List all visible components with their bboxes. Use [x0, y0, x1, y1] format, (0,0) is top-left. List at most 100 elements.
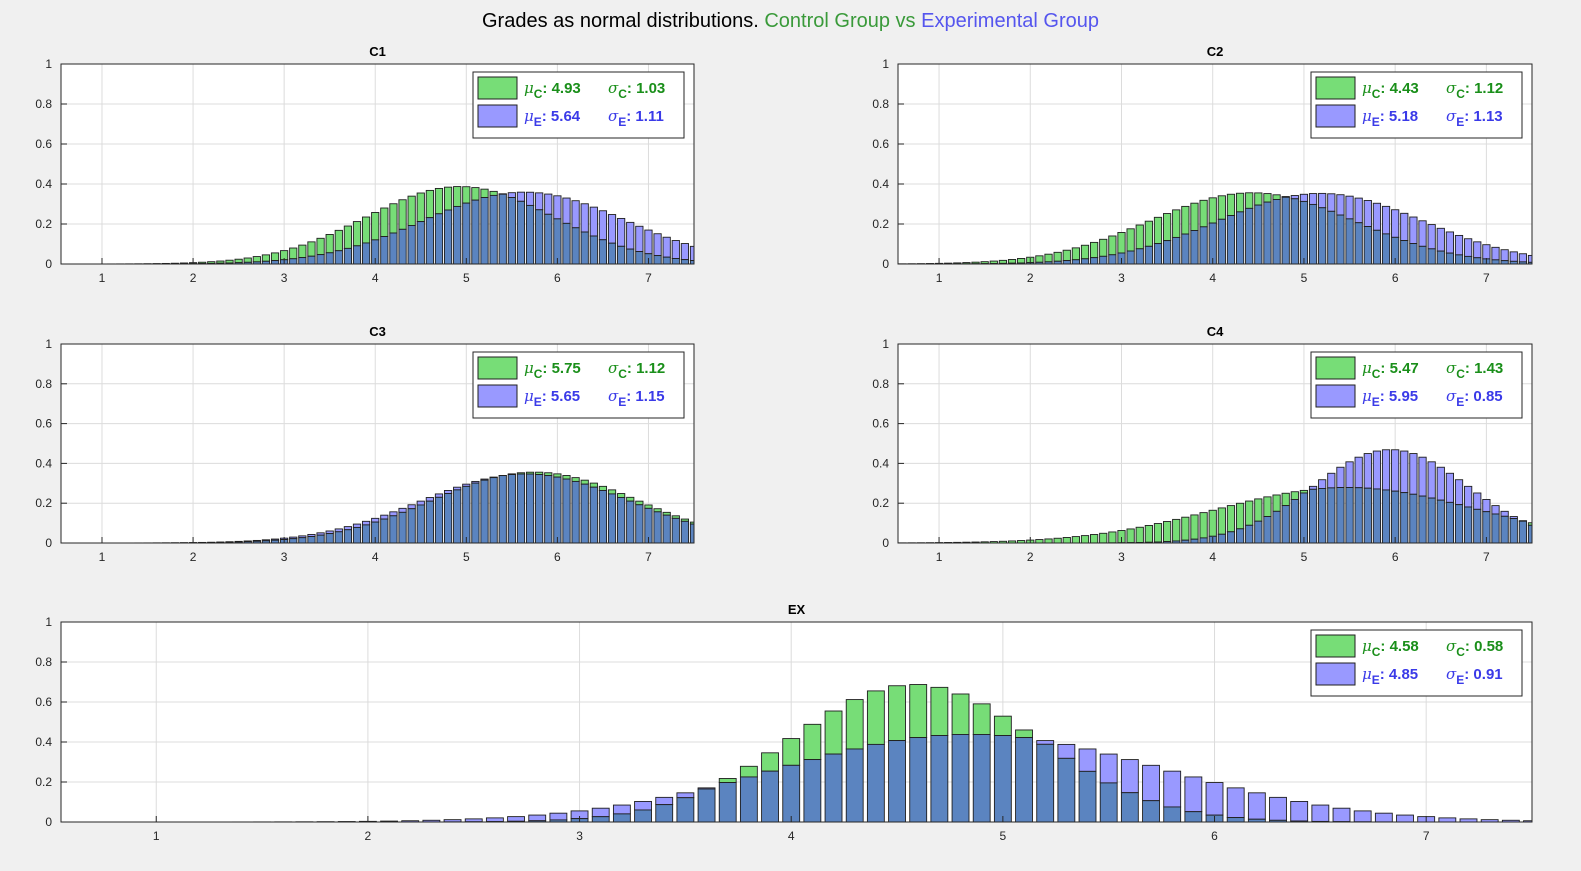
experimental-bar: [1509, 251, 1518, 262]
experimental-bar: [1427, 461, 1436, 499]
control-bar: [1217, 507, 1226, 535]
experimental-bar: [644, 229, 653, 255]
overlap-bar: [1199, 226, 1208, 265]
overlap-bar: [1391, 490, 1400, 544]
figure-title-prefix: Grades as normal distributions.: [482, 10, 759, 32]
overlap-bar: [535, 474, 544, 544]
experimental-bar: [443, 490, 453, 494]
control-bar: [635, 500, 644, 506]
y-tick-label: 0.6: [35, 695, 52, 709]
legend: μC: 5.47 σC: 1.43 μE: 5.95 σE: 0.85: [1310, 351, 1523, 419]
bars: [62, 684, 1533, 823]
overlap-bar: [951, 734, 970, 823]
overlap-bar: [1473, 508, 1482, 544]
control-bar: [580, 479, 589, 485]
y-tick-label: 0.4: [872, 456, 889, 470]
experimental-bar: [1078, 748, 1097, 772]
bars: [61, 471, 695, 544]
overlap-bar: [416, 221, 425, 265]
overlap-bar: [1126, 250, 1135, 265]
x-tick-label: 3: [281, 271, 288, 285]
overlap-bar: [909, 737, 928, 823]
control-bar: [462, 186, 471, 204]
experimental-bar: [516, 191, 526, 202]
legend-swatch-control: [1315, 76, 1356, 100]
overlap-bar: [617, 497, 626, 544]
overlap-bar: [571, 227, 580, 265]
control-bar: [1181, 205, 1190, 235]
overlap-bar: [1363, 226, 1372, 265]
control-bar: [380, 207, 389, 237]
overlap-bar: [845, 748, 864, 823]
control-bar: [1080, 535, 1090, 544]
x-tick-label: 7: [1423, 829, 1430, 843]
x-tick-label: 4: [1209, 550, 1216, 564]
experimental-bar: [680, 243, 689, 261]
control-bar: [617, 493, 626, 498]
y-tick-label: 1: [882, 337, 889, 351]
overlap-bar: [662, 514, 671, 544]
overlap-bar: [307, 536, 316, 544]
experimental-bar: [1374, 812, 1393, 823]
overlap-bar: [1142, 800, 1160, 823]
control-bar: [1144, 220, 1153, 247]
bars: [898, 449, 1533, 544]
axes-box: [60, 343, 695, 544]
overlap-bar: [1135, 248, 1144, 265]
control-bar: [1281, 492, 1290, 507]
legend-mu-control: μC: 5.75: [524, 359, 581, 381]
overlap-bar: [1345, 487, 1354, 544]
control-bar: [1071, 247, 1080, 261]
experimental-bar: [1381, 205, 1391, 235]
overlap-bar: [739, 776, 758, 823]
control-bar: [1163, 521, 1172, 542]
legend-mu-experimental: μE: 5.64: [524, 107, 581, 129]
overlap-bar: [1080, 258, 1090, 265]
y-tick-label: 0.6: [35, 137, 52, 151]
x-tick-label: 4: [1209, 271, 1216, 285]
experimental-bar: [626, 221, 635, 250]
figure-title-control: Control Group: [764, 10, 890, 32]
overlap-bar: [671, 517, 680, 544]
x-tick-label: 5: [1301, 271, 1308, 285]
y-tick-label: 0: [45, 257, 52, 271]
y-tick-label: 1: [45, 337, 52, 351]
overlap-bar: [325, 533, 334, 544]
x-tick-label: 2: [365, 829, 372, 843]
overlap-bar: [352, 526, 362, 544]
overlap-bar: [782, 764, 801, 823]
experimental-bar: [1500, 249, 1509, 262]
experimental-bar: [407, 504, 416, 510]
legend-mu-control: μC: 4.93: [524, 79, 581, 101]
control-bar: [343, 225, 352, 249]
control-bar: [1044, 538, 1053, 544]
overlap-bar: [634, 809, 652, 823]
control-bar: [761, 752, 779, 772]
x-tick-label: 4: [372, 271, 379, 285]
y-tick-label: 1: [882, 57, 889, 71]
overlap-bar: [1464, 255, 1473, 265]
experimental-bar: [571, 200, 580, 229]
y-tick-label: 1: [45, 57, 52, 71]
overlap-bar: [1299, 200, 1309, 265]
control-bar: [1007, 259, 1017, 264]
overlap-bar: [676, 797, 695, 823]
overlap-bar: [1518, 520, 1527, 544]
experimental-bar: [528, 814, 547, 822]
control-bar: [1199, 199, 1208, 228]
experimental-bar: [1269, 796, 1287, 821]
control-bar: [930, 686, 949, 736]
control-bar: [307, 241, 316, 257]
overlap-bar: [635, 251, 644, 265]
legend-sigma-control: σC: 1.03: [608, 79, 665, 101]
x-tick-label: 1: [936, 550, 943, 564]
overlap-bar: [1409, 243, 1418, 265]
overlap-bar: [489, 194, 498, 265]
x-tick-label: 5: [463, 271, 470, 285]
x-tick-label: 7: [645, 271, 652, 285]
control-bar: [352, 221, 362, 247]
overlap-bar: [416, 504, 425, 544]
overlap-bar: [1108, 254, 1117, 265]
overlap-bar: [298, 257, 307, 265]
control-bar: [1254, 498, 1263, 522]
